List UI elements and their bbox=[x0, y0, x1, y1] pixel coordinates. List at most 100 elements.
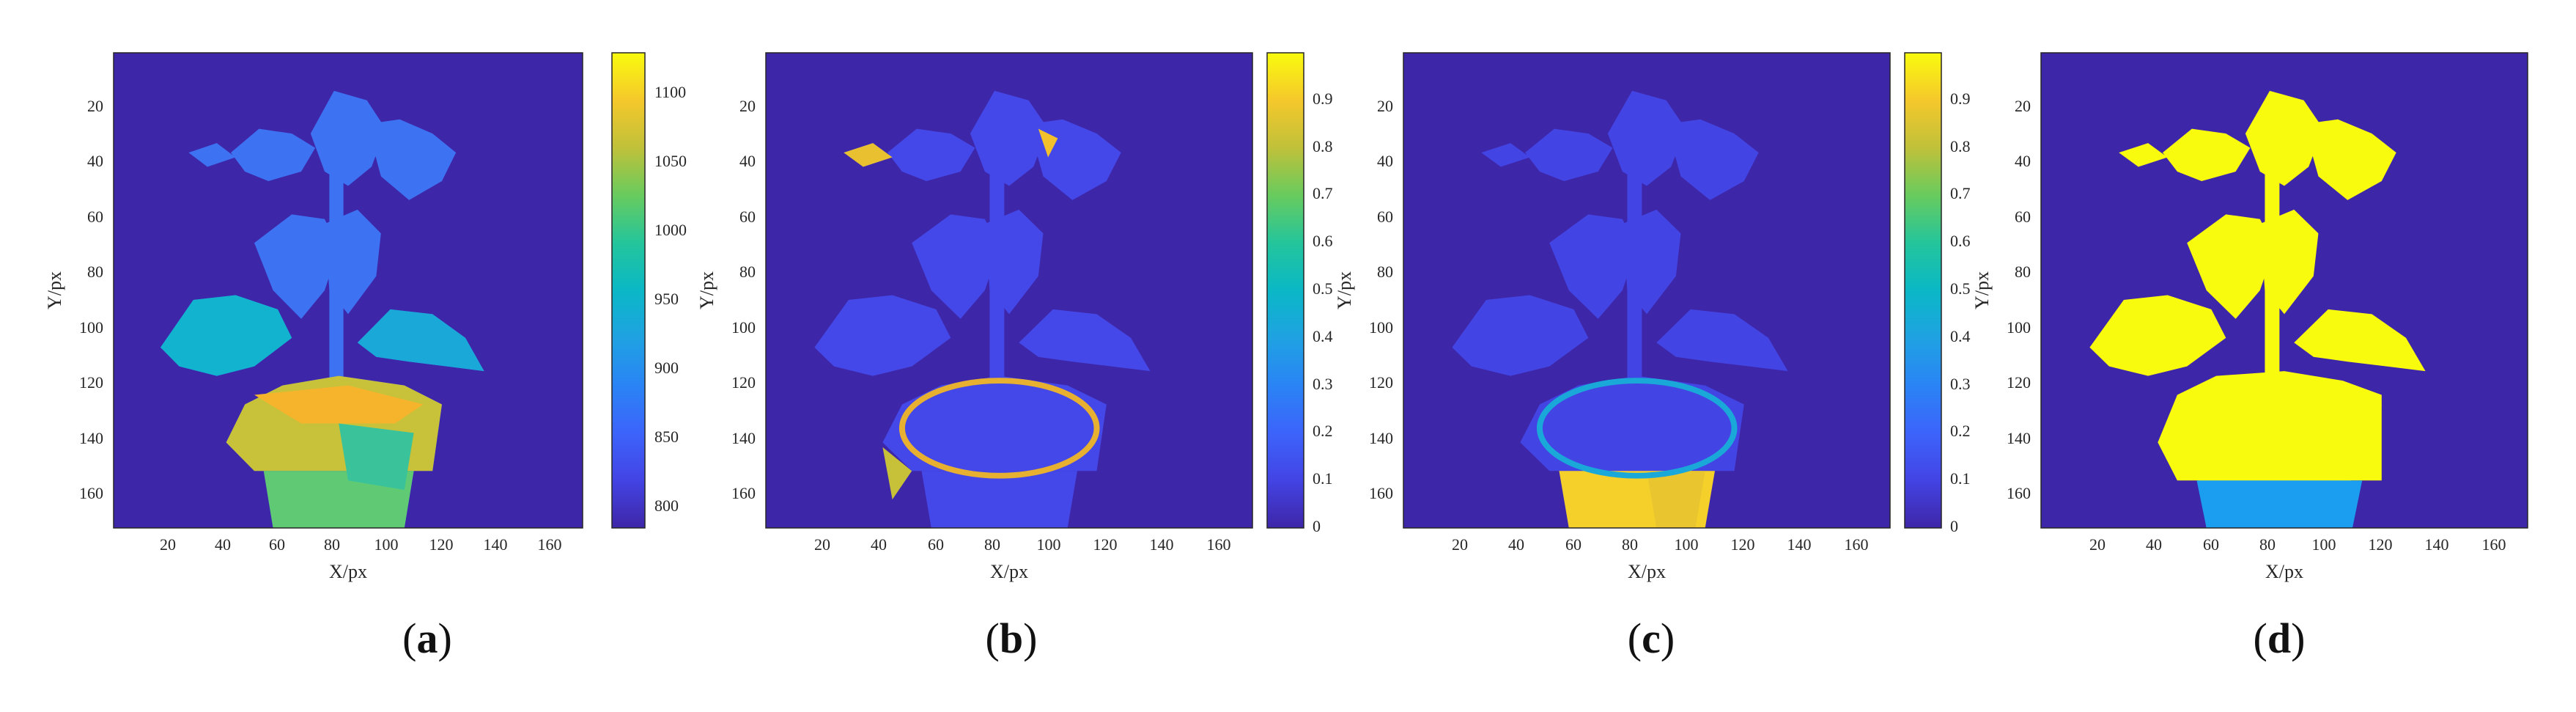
colorbar-tick: 0 bbox=[1950, 517, 1958, 535]
ytick: 40 bbox=[87, 152, 103, 170]
xtick: 140 bbox=[484, 535, 508, 554]
ytick: 60 bbox=[1377, 208, 1393, 226]
colorbar-tick: 0.8 bbox=[1313, 137, 1333, 155]
ytick: 60 bbox=[739, 208, 756, 226]
panel-label-c: (c) bbox=[1628, 614, 1675, 662]
ytick: 120 bbox=[79, 373, 103, 392]
x-axis-label: X/px bbox=[329, 561, 367, 582]
ytick: 140 bbox=[1369, 429, 1393, 447]
colorbar-tick: 0.2 bbox=[1313, 422, 1333, 440]
panel-label-b: (b) bbox=[986, 614, 1038, 662]
ytick: 100 bbox=[2007, 318, 2031, 337]
colorbar-tick: 0.9 bbox=[1950, 89, 1971, 108]
ytick: 40 bbox=[1377, 152, 1393, 170]
ytick: 160 bbox=[2007, 484, 2031, 502]
xtick: 140 bbox=[2425, 535, 2449, 554]
xtick: 40 bbox=[1508, 535, 1524, 554]
ytick: 120 bbox=[731, 373, 756, 392]
y-ticks-d: 20 40 60 80 100 120 140 160 bbox=[2007, 97, 2031, 502]
xtick: 80 bbox=[1622, 535, 1638, 554]
colorbar-tick: 0.4 bbox=[1950, 327, 1971, 345]
x-axis-label: X/px bbox=[990, 561, 1028, 582]
plant-overlay-b bbox=[814, 90, 1151, 528]
ytick: 20 bbox=[87, 97, 103, 115]
y-axis-label: Y/px bbox=[1971, 271, 1993, 309]
xtick: 160 bbox=[538, 535, 562, 554]
colorbar-b: 0 0.1 0.2 0.3 0.4 0.5 0.6 0.7 0.8 0.9 bbox=[1266, 52, 1333, 535]
xtick: 20 bbox=[1452, 535, 1468, 554]
x-ticks-b: 20 40 60 80 100 120 140 160 bbox=[814, 535, 1231, 554]
colorbar-tick: 0.6 bbox=[1950, 232, 1971, 250]
ytick: 60 bbox=[87, 208, 103, 226]
xtick: 20 bbox=[814, 535, 830, 554]
panel-b: 20 40 60 80 100 120 140 160 20 40 60 80 … bbox=[696, 52, 1333, 662]
plant-overlay-a bbox=[160, 90, 484, 528]
ytick: 140 bbox=[2007, 429, 2031, 447]
ytick: 20 bbox=[739, 97, 756, 115]
plant-overlay-d bbox=[2089, 90, 2426, 528]
x-ticks-c: 20 40 60 80 100 120 140 160 bbox=[1452, 535, 1869, 554]
colorbar-tick: 1000 bbox=[654, 221, 687, 239]
colorbar-tick: 1100 bbox=[654, 83, 686, 101]
ytick: 80 bbox=[87, 263, 103, 281]
y-axis-label: Y/px bbox=[1334, 271, 1355, 309]
xtick: 120 bbox=[429, 535, 454, 554]
colorbar-tick: 0.8 bbox=[1950, 137, 1971, 155]
panel-a: 20 40 60 80 100 120 140 160 20 40 60 80 … bbox=[44, 52, 687, 662]
xtick: 100 bbox=[1675, 535, 1699, 554]
colorbar-tick: 800 bbox=[654, 496, 679, 515]
xtick: 140 bbox=[1150, 535, 1174, 554]
colorbar-tick: 0.6 bbox=[1313, 232, 1333, 250]
xtick: 120 bbox=[2369, 535, 2393, 554]
plant-overlay-c bbox=[1452, 90, 1788, 528]
colorbar-tick: 0.7 bbox=[1313, 184, 1333, 202]
ytick: 160 bbox=[1369, 484, 1393, 502]
colorbar-scale bbox=[1266, 52, 1304, 529]
x-ticks-a: 20 40 60 80 100 120 140 160 bbox=[160, 535, 562, 554]
x-axis-label: X/px bbox=[1628, 561, 1666, 582]
ytick: 160 bbox=[731, 484, 756, 502]
xtick: 100 bbox=[1037, 535, 1061, 554]
ytick: 140 bbox=[79, 429, 103, 447]
x-axis-label: X/px bbox=[2265, 561, 2303, 582]
ytick: 80 bbox=[739, 263, 756, 281]
xtick: 60 bbox=[2203, 535, 2219, 554]
colorbar-scale bbox=[611, 52, 646, 529]
colorbar-scale bbox=[1904, 52, 1942, 529]
colorbar-tick: 0 bbox=[1313, 517, 1321, 535]
xtick: 140 bbox=[1787, 535, 1812, 554]
colorbar-tick: 1050 bbox=[654, 152, 687, 170]
xtick: 80 bbox=[984, 535, 1000, 554]
panel-c: 20 40 60 80 100 120 140 160 20 40 60 80 … bbox=[1334, 52, 1971, 662]
y-axis-label: Y/px bbox=[696, 271, 717, 309]
colorbar-tick: 0.9 bbox=[1313, 89, 1333, 108]
panel-label-a: (a) bbox=[402, 614, 452, 662]
colorbar-tick: 0.3 bbox=[1950, 375, 1971, 393]
xtick: 20 bbox=[160, 535, 176, 554]
xtick: 20 bbox=[2089, 535, 2106, 554]
xtick: 100 bbox=[374, 535, 399, 554]
xtick: 40 bbox=[871, 535, 887, 554]
y-axis-label: Y/px bbox=[44, 271, 65, 309]
y-ticks-a: 20 40 60 80 100 120 140 160 bbox=[79, 97, 103, 502]
xtick: 40 bbox=[2146, 535, 2162, 554]
y-ticks-b: 20 40 60 80 100 120 140 160 bbox=[731, 97, 756, 502]
colorbar-c: 0 0.1 0.2 0.3 0.4 0.5 0.6 0.7 0.8 0.9 bbox=[1904, 52, 1971, 535]
colorbar-tick: 950 bbox=[654, 290, 679, 308]
ytick: 100 bbox=[731, 318, 756, 337]
xtick: 100 bbox=[2312, 535, 2336, 554]
ytick: 120 bbox=[2007, 373, 2031, 392]
xtick: 40 bbox=[215, 535, 231, 554]
colorbar-tick: 0.1 bbox=[1313, 469, 1333, 488]
colorbar-tick: 0.3 bbox=[1313, 375, 1333, 393]
colorbar-a: 800 850 900 950 1000 1050 1100 bbox=[611, 52, 687, 529]
ytick: 40 bbox=[739, 152, 756, 170]
ytick: 100 bbox=[1369, 318, 1393, 337]
ytick: 20 bbox=[1377, 97, 1393, 115]
panel-d: 20 40 60 80 100 120 140 160 20 40 60 80 … bbox=[1971, 52, 2528, 662]
xtick: 60 bbox=[1565, 535, 1582, 554]
ytick: 40 bbox=[2015, 152, 2031, 170]
xtick: 160 bbox=[1845, 535, 1869, 554]
xtick: 80 bbox=[324, 535, 340, 554]
